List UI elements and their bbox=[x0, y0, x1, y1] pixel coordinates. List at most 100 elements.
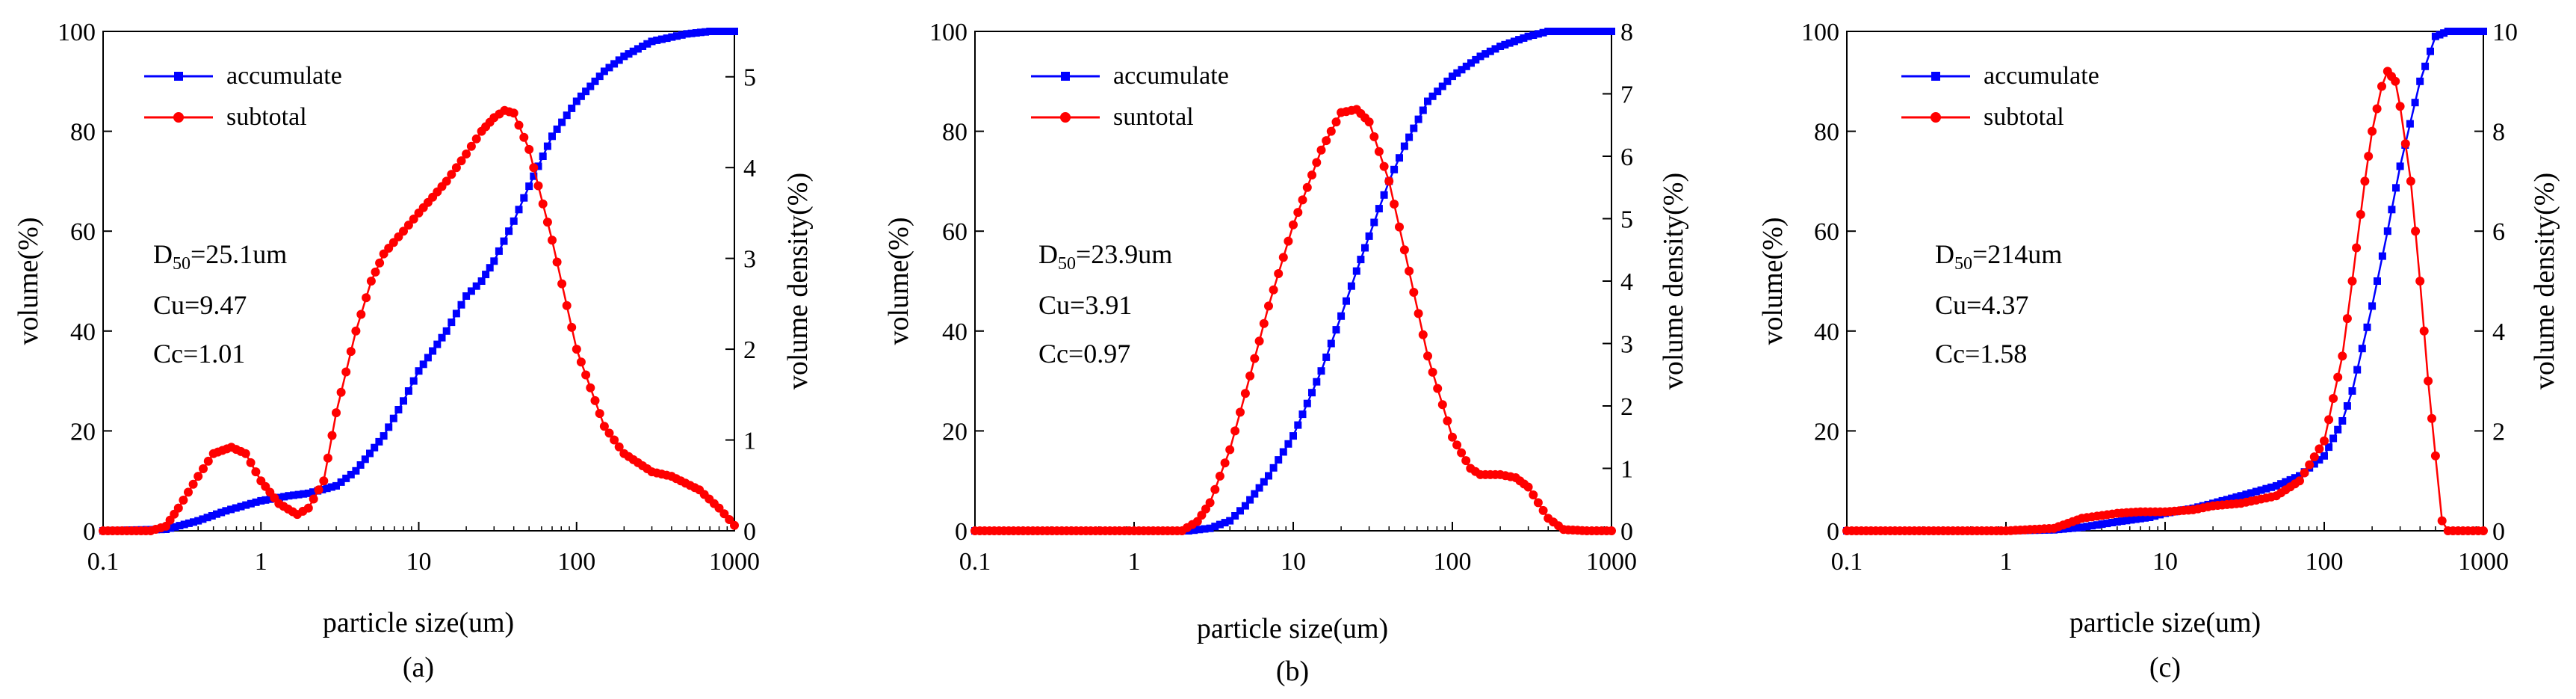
data-point-accumulate bbox=[171, 523, 179, 531]
data-point-accumulate bbox=[2118, 517, 2126, 526]
data-point-accumulate bbox=[2108, 519, 2117, 526]
data-point-accumulate bbox=[371, 443, 379, 452]
data-point-subtotal bbox=[241, 449, 250, 458]
data-point-accumulate bbox=[568, 104, 576, 112]
data-point-accumulate bbox=[2131, 515, 2140, 523]
data-point-accumulate bbox=[2113, 518, 2121, 526]
data-point-accumulate bbox=[558, 118, 566, 126]
data-point-suntotal bbox=[1428, 367, 1437, 377]
data-point-accumulate bbox=[657, 35, 666, 43]
y2-axis-title: volume density(%) bbox=[1658, 173, 1689, 389]
data-point-accumulate bbox=[1462, 62, 1470, 70]
data-point-suntotal bbox=[1364, 117, 1374, 127]
data-point-accumulate bbox=[577, 92, 585, 100]
y2-tick-label: 6 bbox=[1620, 144, 1633, 171]
x-tick-label: 1000 bbox=[1586, 548, 1637, 576]
x-tick-label: 100 bbox=[1434, 548, 1472, 576]
data-point-accumulate bbox=[213, 510, 220, 518]
cu-annotation: Cu=9.47 bbox=[153, 290, 247, 320]
y-tick-label: 40 bbox=[70, 318, 96, 346]
data-point-accumulate bbox=[1458, 66, 1466, 74]
data-point-suntotal bbox=[1316, 145, 1326, 155]
data-point-subtotal bbox=[366, 277, 376, 286]
x-tick-label: 100 bbox=[2306, 548, 2344, 576]
data-point-subtotal bbox=[538, 199, 548, 209]
data-point-accumulate bbox=[1201, 525, 1209, 533]
data-point-subtotal bbox=[2437, 516, 2447, 526]
data-point-accumulate bbox=[2444, 28, 2452, 35]
data-point-accumulate bbox=[208, 512, 216, 520]
data-point-suntotal bbox=[1448, 432, 1457, 442]
data-point-accumulate bbox=[620, 52, 628, 61]
data-point-accumulate bbox=[1510, 37, 1518, 46]
data-point-accumulate bbox=[415, 367, 423, 375]
data-point-accumulate bbox=[332, 481, 340, 490]
data-point-accumulate bbox=[1260, 478, 1268, 486]
y2-tick-label: 4 bbox=[2492, 318, 2505, 346]
data-point-accumulate bbox=[1501, 40, 1509, 49]
data-point-accumulate bbox=[242, 501, 250, 509]
data-point-accumulate bbox=[1317, 367, 1325, 375]
data-point-accumulate bbox=[2296, 472, 2303, 480]
data-point-accumulate bbox=[1231, 512, 1239, 520]
y2-tick-label: 3 bbox=[743, 246, 756, 274]
data-point-accumulate bbox=[280, 493, 288, 501]
data-point-suntotal bbox=[1538, 505, 1548, 515]
data-point-accumulate bbox=[394, 406, 403, 413]
data-point-accumulate bbox=[702, 28, 710, 36]
data-point-suntotal bbox=[1245, 371, 1255, 381]
data-point-subtotal bbox=[442, 176, 451, 186]
panel-label: (b) bbox=[1276, 656, 1309, 687]
data-point-accumulate bbox=[2383, 227, 2391, 235]
d50-annotation: D50=214um bbox=[1935, 239, 2062, 274]
y2-tick-label: 8 bbox=[1620, 19, 1633, 46]
data-point-accumulate bbox=[2388, 206, 2396, 214]
data-point-accumulate bbox=[663, 34, 671, 43]
data-point-accumulate bbox=[2334, 425, 2342, 434]
data-point-accumulate bbox=[2242, 490, 2250, 499]
data-point-subtotal bbox=[362, 293, 371, 303]
data-point-accumulate bbox=[247, 499, 255, 508]
data-point-accumulate bbox=[1190, 526, 1198, 535]
data-point-suntotal bbox=[1452, 440, 1462, 450]
data-point-accumulate bbox=[591, 77, 599, 85]
data-point-accumulate bbox=[2223, 496, 2231, 504]
data-point-accumulate bbox=[1370, 218, 1378, 227]
data-point-accumulate bbox=[2436, 31, 2444, 39]
data-point-suntotal bbox=[1230, 426, 1240, 436]
y-tick-label: 100 bbox=[58, 19, 96, 46]
data-point-accumulate bbox=[1337, 312, 1346, 320]
data-point-accumulate bbox=[586, 82, 595, 90]
legend-label-subtotal: subtotal bbox=[1984, 103, 2064, 131]
data-point-accumulate bbox=[1424, 97, 1431, 105]
data-point-accumulate bbox=[462, 292, 471, 300]
data-point-suntotal bbox=[1399, 245, 1409, 255]
data-point-accumulate bbox=[2343, 402, 2351, 410]
data-point-accumulate bbox=[634, 45, 642, 53]
data-point-suntotal bbox=[1533, 498, 1543, 508]
legend-marker-subtotal bbox=[173, 112, 184, 123]
data-point-accumulate bbox=[725, 28, 734, 35]
data-point-accumulate bbox=[1380, 191, 1388, 199]
x-axis-title: particle size(um) bbox=[323, 607, 514, 638]
data-point-accumulate bbox=[1467, 59, 1475, 67]
data-point-subtotal bbox=[2391, 76, 2400, 86]
y2-tick-label: 0 bbox=[1620, 518, 1633, 546]
data-point-accumulate bbox=[194, 517, 202, 525]
data-point-subtotal bbox=[336, 387, 346, 397]
x-tick-label: 0.1 bbox=[87, 548, 120, 576]
y2-tick-label: 5 bbox=[743, 64, 756, 92]
data-point-accumulate bbox=[490, 257, 498, 265]
data-point-accumulate bbox=[2411, 99, 2419, 107]
data-point-accumulate bbox=[1289, 432, 1297, 440]
data-point-accumulate bbox=[605, 64, 613, 72]
data-point-subtotal bbox=[2395, 102, 2405, 111]
data-point-accumulate bbox=[2272, 481, 2280, 490]
data-point-suntotal bbox=[1322, 136, 1331, 146]
data-point-accumulate bbox=[1327, 339, 1335, 348]
data-point-accumulate bbox=[2247, 489, 2255, 497]
data-point-subtotal bbox=[572, 345, 581, 354]
data-point-subtotal bbox=[2333, 372, 2343, 382]
data-point-accumulate bbox=[2464, 28, 2472, 35]
data-point-accumulate bbox=[1608, 28, 1615, 35]
